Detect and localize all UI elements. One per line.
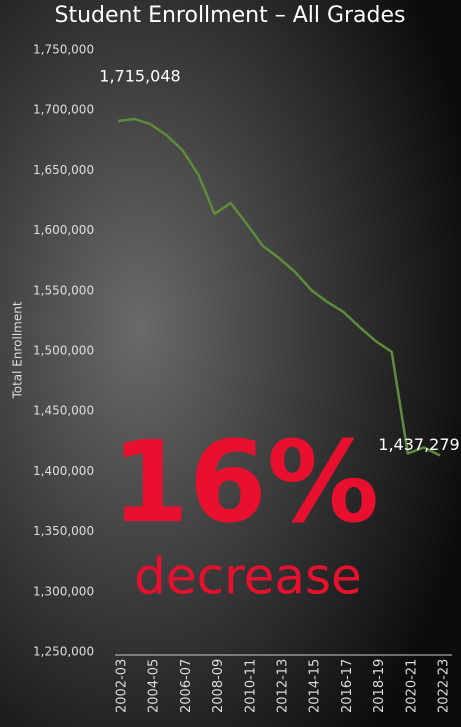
y-tick-label: 1,700,000 bbox=[33, 103, 94, 117]
y-tick-label: 1,350,000 bbox=[33, 524, 94, 538]
y-tick-label: 1,750,000 bbox=[33, 43, 94, 57]
y-axis-title: Total Enrollment bbox=[11, 301, 25, 399]
y-tick-label: 1,250,000 bbox=[33, 645, 94, 659]
y-tick-label: 1,650,000 bbox=[33, 163, 94, 177]
x-tick-label: 2012-13 bbox=[276, 659, 291, 713]
value-label: 1,715,048 bbox=[99, 67, 180, 86]
x-tick-label: 2002-03 bbox=[115, 659, 130, 713]
x-tick-label: 2006-07 bbox=[179, 659, 194, 713]
value-label: 1,437,279 bbox=[378, 435, 459, 454]
x-tick-label: 2014-15 bbox=[308, 659, 323, 713]
y-tick-label: 1,550,000 bbox=[33, 283, 94, 297]
x-tick-label: 2010-11 bbox=[243, 659, 258, 713]
decrease-label: decrease bbox=[134, 548, 362, 606]
x-tick-label: 2018-19 bbox=[372, 659, 387, 713]
chart-title: Student Enrollment – All Grades bbox=[54, 3, 405, 28]
x-tick-label: 2008-09 bbox=[211, 659, 226, 713]
x-tick-label: 2020-21 bbox=[404, 659, 419, 713]
y-tick-label: 1,450,000 bbox=[33, 404, 94, 418]
x-tick-label: 2016-17 bbox=[340, 659, 355, 713]
y-tick-label: 1,500,000 bbox=[33, 344, 94, 358]
y-tick-label: 1,400,000 bbox=[33, 464, 94, 478]
y-tick-label: 1,600,000 bbox=[33, 223, 94, 237]
big-percent: 16% bbox=[111, 418, 379, 548]
x-tick-label: 2022-23 bbox=[437, 659, 452, 713]
y-tick-label: 1,300,000 bbox=[33, 584, 94, 598]
x-tick-label: 2004-05 bbox=[147, 659, 162, 713]
data-line bbox=[117, 117, 441, 457]
